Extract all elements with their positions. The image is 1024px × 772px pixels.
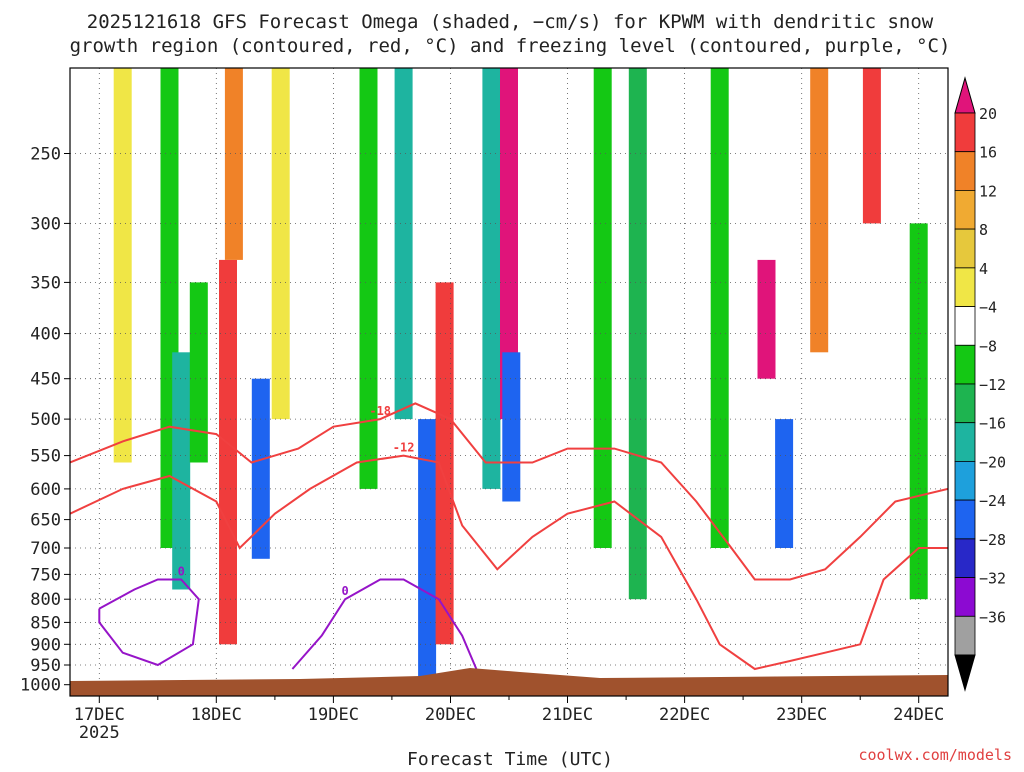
omega-band (359, 68, 378, 489)
omega-band (810, 68, 829, 353)
chart-title-line2: growth region (contoured, red, °C) and f… (70, 35, 951, 57)
colorbar-label: −36 (979, 608, 1006, 626)
colorbar-segment (954, 306, 976, 346)
omega-band (271, 68, 290, 420)
colorbar-label: −28 (979, 531, 1006, 549)
colorbar-segment (954, 383, 976, 424)
colorbar-label: −4 (979, 299, 997, 317)
contour-line (98, 578, 200, 667)
y-tick-label: 650 (30, 511, 61, 531)
omega-band (862, 68, 881, 224)
x-tick-label: 19DEC (308, 705, 359, 725)
contour-label: 0 (341, 584, 348, 598)
contour-line (70, 402, 948, 581)
chart-title-line1: 2025121618 GFS Forecast Omega (shaded, −… (87, 11, 934, 33)
omega-band (189, 282, 208, 463)
y-tick-label: 700 (30, 539, 61, 559)
colorbar-segment (954, 615, 976, 656)
contours: -18 -12 0 0 (70, 402, 948, 678)
credit-text: coolwx.com/models (858, 746, 1012, 764)
y-tick-label: 600 (30, 480, 61, 500)
colorbar-label: −8 (979, 337, 997, 355)
omega-band (593, 68, 612, 548)
omega-band (500, 68, 518, 420)
y-tick-label: 900 (30, 635, 61, 655)
colorbar-segment (954, 112, 976, 153)
colorbar-label: 12 (979, 182, 997, 200)
omega-band (628, 68, 647, 600)
colorbar-segment (954, 538, 976, 579)
colorbar-label: −16 (979, 415, 1006, 433)
colorbar-top-arrow (954, 76, 976, 114)
omega-band (757, 259, 776, 379)
omega-band (418, 419, 437, 685)
colorbar-segment (954, 228, 976, 269)
plot-area: -18 -12 0 0 (70, 68, 948, 696)
colorbar-segment (954, 151, 976, 191)
x-tick-label: 20DEC (425, 705, 476, 725)
omega-band (172, 352, 191, 590)
colorbar-segment (954, 422, 976, 462)
y-tick-label: 550 (30, 447, 61, 467)
colorbar-segment (954, 499, 976, 540)
y-tick-label: 1000 (20, 676, 61, 696)
colorbar-segment (954, 577, 976, 617)
colorbar: 20 16 12 8 4 −4 −8 −12 −16 −20 −24 −28 −32 −36 (954, 76, 1006, 692)
colorbar-segment (954, 344, 976, 385)
y-tick-label: 950 (30, 656, 61, 676)
x-axis: 17DEC 18DEC 19DEC 20DEC 21DEC 22DEC 23DEC 24DEC… (74, 696, 944, 743)
colorbar-segment (954, 267, 976, 307)
x-year-label: 2025 (79, 723, 120, 743)
y-tick-label: 750 (30, 565, 61, 585)
x-axis-label: Forecast Time (UTC) (407, 749, 613, 768)
terrain (70, 668, 948, 696)
omega-band (502, 352, 521, 502)
omega-band (219, 259, 237, 645)
colorbar-label: 4 (979, 260, 988, 278)
y-tick-label: 500 (30, 410, 61, 430)
omega-band (435, 282, 454, 645)
colorbar-label: −12 (979, 376, 1006, 394)
colorbar-label: −24 (979, 492, 1006, 510)
omega-band (113, 68, 132, 463)
contour-label: 0 (178, 565, 185, 579)
y-tick-label: 350 (30, 273, 61, 293)
omega-band (224, 68, 243, 260)
x-tick-label: 24DEC (893, 705, 944, 725)
contour-line (291, 578, 481, 678)
x-tick-label: 17DEC (74, 705, 125, 725)
omega-band (775, 419, 794, 548)
x-tick-label: 23DEC (776, 705, 827, 725)
x-tick-label: 21DEC (542, 705, 593, 725)
colorbar-label: 8 (979, 221, 988, 239)
colorbar-segment (954, 189, 976, 230)
y-tick-label: 250 (30, 145, 61, 165)
contour-label: -18 (369, 404, 391, 418)
contour-label: -12 (393, 441, 415, 455)
omega-band (710, 68, 729, 548)
x-tick-label: 18DEC (191, 705, 242, 725)
y-tick-label: 850 (30, 613, 61, 633)
y-axis: 2503003504004505005506006507007508008509… (20, 145, 70, 696)
colorbar-label: 20 (979, 105, 997, 123)
y-tick-label: 400 (30, 325, 61, 345)
omega-band (251, 378, 270, 559)
colorbar-label: −32 (979, 570, 1006, 588)
contour-line (70, 454, 948, 671)
y-tick-label: 450 (30, 370, 61, 390)
colorbar-bottom-arrow (954, 654, 976, 692)
x-tick-label: 22DEC (659, 705, 710, 725)
omega-band (394, 68, 413, 420)
omega-shading (113, 68, 928, 685)
y-tick-label: 300 (30, 214, 61, 234)
omega-band (482, 68, 501, 489)
y-tick-label: 800 (30, 590, 61, 610)
colorbar-label: 16 (979, 144, 997, 162)
colorbar-segment (954, 460, 976, 501)
omega-band (909, 223, 928, 600)
colorbar-label: −20 (979, 453, 1006, 471)
